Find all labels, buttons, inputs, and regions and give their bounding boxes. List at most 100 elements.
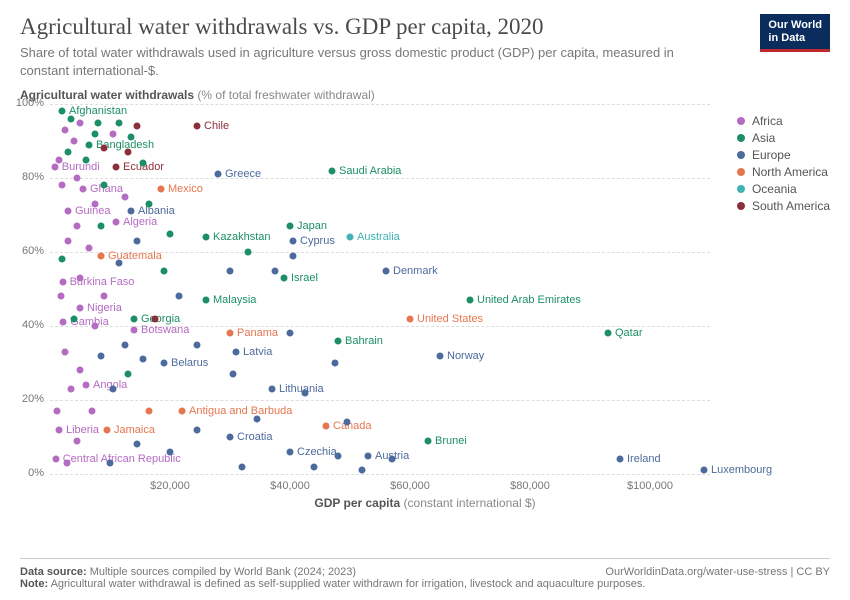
data-point[interactable] xyxy=(347,234,354,241)
data-point[interactable] xyxy=(74,437,81,444)
data-point[interactable] xyxy=(63,459,70,466)
data-point[interactable] xyxy=(269,385,276,392)
data-point[interactable] xyxy=(167,448,174,455)
data-point[interactable] xyxy=(128,134,135,141)
data-point[interactable] xyxy=(65,237,72,244)
data-point[interactable] xyxy=(194,426,201,433)
data-point[interactable] xyxy=(344,419,351,426)
data-point[interactable] xyxy=(98,352,105,359)
data-point[interactable] xyxy=(311,463,318,470)
data-point[interactable] xyxy=(113,163,120,170)
data-point[interactable] xyxy=(60,319,67,326)
data-point[interactable] xyxy=(617,456,624,463)
data-point[interactable] xyxy=(272,267,279,274)
data-point[interactable] xyxy=(335,452,342,459)
legend-item[interactable]: South America xyxy=(737,199,830,213)
data-point[interactable] xyxy=(194,341,201,348)
data-point[interactable] xyxy=(701,467,708,474)
data-point[interactable] xyxy=(110,385,117,392)
data-point[interactable] xyxy=(68,115,75,122)
data-point[interactable] xyxy=(59,182,66,189)
data-point[interactable] xyxy=(233,348,240,355)
data-point[interactable] xyxy=(140,356,147,363)
data-point[interactable] xyxy=(59,108,66,115)
data-point[interactable] xyxy=(389,456,396,463)
data-point[interactable] xyxy=(287,330,294,337)
data-point[interactable] xyxy=(107,459,114,466)
data-point[interactable] xyxy=(62,348,69,355)
data-point[interactable] xyxy=(194,123,201,130)
data-point[interactable] xyxy=(83,156,90,163)
data-point[interactable] xyxy=(227,330,234,337)
data-point[interactable] xyxy=(437,352,444,359)
data-point[interactable] xyxy=(122,341,129,348)
data-point[interactable] xyxy=(71,315,78,322)
data-point[interactable] xyxy=(77,119,84,126)
data-point[interactable] xyxy=(101,293,108,300)
data-point[interactable] xyxy=(227,434,234,441)
data-point[interactable] xyxy=(254,415,261,422)
legend-item[interactable]: Asia xyxy=(737,131,830,145)
data-point[interactable] xyxy=(131,326,138,333)
data-point[interactable] xyxy=(125,149,132,156)
data-point[interactable] xyxy=(134,237,141,244)
data-point[interactable] xyxy=(116,119,123,126)
data-point[interactable] xyxy=(54,408,61,415)
data-point[interactable] xyxy=(365,452,372,459)
data-point[interactable] xyxy=(77,274,84,281)
data-point[interactable] xyxy=(383,267,390,274)
data-point[interactable] xyxy=(203,297,210,304)
data-point[interactable] xyxy=(140,160,147,167)
data-point[interactable] xyxy=(101,145,108,152)
data-point[interactable] xyxy=(302,389,309,396)
data-point[interactable] xyxy=(57,293,64,300)
data-point[interactable] xyxy=(161,360,168,367)
data-point[interactable] xyxy=(65,149,72,156)
data-point[interactable] xyxy=(230,371,237,378)
legend-item[interactable]: Europe xyxy=(737,148,830,162)
data-point[interactable] xyxy=(98,252,105,259)
data-point[interactable] xyxy=(134,123,141,130)
data-point[interactable] xyxy=(110,130,117,137)
data-point[interactable] xyxy=(56,156,63,163)
data-point[interactable] xyxy=(89,408,96,415)
data-point[interactable] xyxy=(77,304,84,311)
data-point[interactable] xyxy=(407,315,414,322)
data-point[interactable] xyxy=(68,385,75,392)
data-point[interactable] xyxy=(323,422,330,429)
data-point[interactable] xyxy=(104,426,111,433)
data-point[interactable] xyxy=(86,245,93,252)
data-point[interactable] xyxy=(179,408,186,415)
data-point[interactable] xyxy=(167,230,174,237)
data-point[interactable] xyxy=(332,360,339,367)
data-point[interactable] xyxy=(125,371,132,378)
data-point[interactable] xyxy=(281,274,288,281)
data-point[interactable] xyxy=(95,119,102,126)
data-point[interactable] xyxy=(74,175,81,182)
data-point[interactable] xyxy=(62,126,69,133)
data-point[interactable] xyxy=(92,323,99,330)
data-point[interactable] xyxy=(134,441,141,448)
data-point[interactable] xyxy=(128,208,135,215)
data-point[interactable] xyxy=(86,141,93,148)
data-point[interactable] xyxy=(152,315,159,322)
data-point[interactable] xyxy=(425,437,432,444)
data-point[interactable] xyxy=(245,249,252,256)
data-point[interactable] xyxy=(77,367,84,374)
data-point[interactable] xyxy=(116,260,123,267)
legend-item[interactable]: Africa xyxy=(737,114,830,128)
legend-item[interactable]: Oceania xyxy=(737,182,830,196)
data-point[interactable] xyxy=(131,315,138,322)
data-point[interactable] xyxy=(203,234,210,241)
legend-item[interactable]: North America xyxy=(737,165,830,179)
data-point[interactable] xyxy=(83,382,90,389)
data-point[interactable] xyxy=(239,463,246,470)
data-point[interactable] xyxy=(146,200,153,207)
data-point[interactable] xyxy=(335,337,342,344)
data-point[interactable] xyxy=(227,267,234,274)
data-point[interactable] xyxy=(59,278,66,285)
data-point[interactable] xyxy=(359,467,366,474)
data-point[interactable] xyxy=(605,330,612,337)
data-point[interactable] xyxy=(287,223,294,230)
data-point[interactable] xyxy=(51,163,58,170)
